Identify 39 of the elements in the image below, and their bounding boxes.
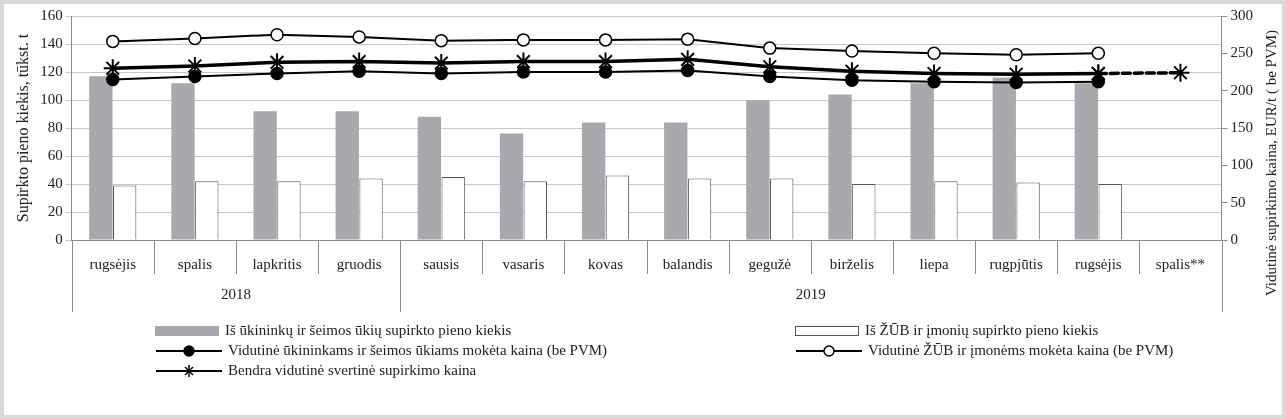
text: 2019 (795, 285, 826, 302)
y-tick-label: 60 (47, 146, 63, 163)
y2-axis-title: Vidutinė supirkimo kaina, EUR/t ( be PVM) (1262, 29, 1280, 297)
y-tick-label: 100 (40, 90, 63, 107)
x-tick-label: rugsėjis (1074, 255, 1122, 272)
legend-label: Vidutinė ūkininkams ir šeimos ūkiams mokėta kaina (be PVM) (228, 342, 608, 359)
legend-label: Iš ūkininkų ir šeimos ūkių supirkto pieno kiekis (225, 322, 512, 339)
legend-label: Bendra vidutinė svertinė supirkimo kaina (228, 362, 477, 379)
legend-label: Vidutinė ŽŪB ir įmonėms mokėta kaina (be PVM) (868, 342, 1174, 359)
y-tick-label: 40 (47, 174, 63, 191)
x-tick-label: rugpjūtis (989, 255, 1043, 272)
y-tick-label: 140 (40, 34, 63, 51)
y-tick-label: 0 (55, 230, 63, 247)
x-tick-label: sausis (423, 255, 460, 272)
y-tick-label: 80 (47, 118, 63, 135)
legend-label: Iš ŽŪB ir įmonių supirkto pieno kiekis (865, 322, 1099, 339)
y2-tick-label: 300 (1230, 6, 1253, 23)
y2-tick-label: 100 (1230, 156, 1253, 173)
x-tick-label: vasaris (502, 255, 545, 272)
y2-tick-label: 250 (1230, 44, 1253, 61)
x-tick-label: liepa (919, 255, 949, 272)
x-tick-label: gegužė (748, 255, 792, 272)
text: 2018 (220, 285, 251, 302)
x-tick-label: gruodis (336, 255, 382, 272)
y-tick-label: 120 (40, 62, 63, 79)
y-axis-title: Supirkto pieno kiekis, tūkst. t (13, 33, 32, 223)
y-tick-label: 20 (47, 202, 63, 219)
x-tick-label: balandis (662, 255, 713, 272)
x-tick-label: spalis (177, 255, 213, 272)
y-tick-label: 160 (40, 6, 63, 23)
y2-tick-label: 50 (1230, 193, 1246, 210)
y2-tick-label: 150 (1230, 118, 1253, 135)
x-tick-label: lapkritis (252, 255, 302, 272)
x-tick-label: kovas (588, 255, 624, 272)
y2-tick-label: 200 (1230, 81, 1253, 98)
x-tick-label: spalis** (1155, 255, 1206, 272)
y2-tick-label: 0 (1230, 230, 1238, 247)
x-tick-label: rugsėjis (89, 255, 137, 272)
x-tick-label: birželis (829, 255, 875, 272)
